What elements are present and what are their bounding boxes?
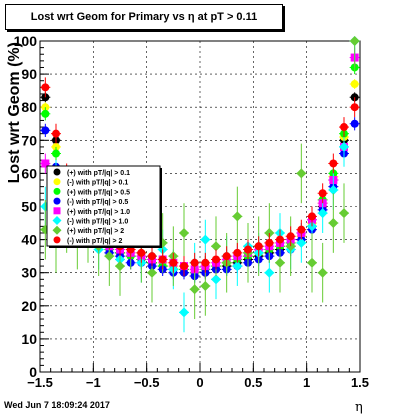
- y-tick-label: 100: [14, 33, 38, 49]
- data-point: [147, 267, 157, 278]
- data-point: [41, 83, 50, 92]
- legend-marker: [53, 168, 61, 176]
- legend-shadow: [49, 246, 162, 248]
- data-point: [244, 245, 252, 254]
- data-point: [41, 109, 50, 118]
- data-point: [200, 280, 211, 291]
- data-point: [317, 267, 328, 278]
- legend-marker: [53, 236, 61, 244]
- data-point: [276, 235, 284, 244]
- data-point: [254, 242, 263, 251]
- legend-label: (+) with pT/|q| > 1.0: [67, 209, 130, 216]
- data-point: [328, 184, 339, 195]
- data-point: [212, 255, 220, 264]
- x-tick-label: −1.5: [27, 375, 53, 390]
- data-point: [340, 123, 348, 132]
- data-point: [200, 234, 211, 245]
- data-point: [211, 274, 221, 285]
- data-point: [318, 189, 327, 198]
- y-tick-label: 90: [21, 66, 37, 82]
- data-point: [169, 258, 178, 267]
- timestamp: Wed Jun 7 18:09:24 2017: [4, 400, 110, 410]
- data-point: [104, 251, 115, 262]
- legend-label: (+) with pT/|q| > 2: [67, 228, 124, 235]
- y-tick-label: 70: [21, 132, 37, 148]
- data-point: [190, 258, 199, 267]
- legend-label: (-) with pT/|q| > 0.1: [67, 180, 128, 187]
- data-point: [264, 267, 275, 278]
- data-point: [189, 284, 200, 295]
- data-point: [201, 258, 210, 267]
- x-tick-label: 1.5: [351, 375, 369, 390]
- data-point: [211, 241, 221, 252]
- data-point: [350, 119, 359, 128]
- tick-labels: −1.5 −1 −0.5 0 0.5 1 1.5 0 10 20 30 40 50 60 70 80 90 100: [14, 33, 369, 390]
- y-axis-label: Lost wrt Geom (%): [6, 42, 23, 183]
- data-point: [180, 262, 188, 271]
- data-point: [349, 36, 360, 46]
- data-point: [137, 248, 146, 257]
- y-tick-label: 60: [21, 165, 37, 181]
- legend-box: [46, 165, 161, 247]
- y-tick-label: 80: [21, 99, 37, 115]
- data-point: [328, 218, 339, 229]
- x-axis-label: η: [355, 400, 363, 414]
- chart-title: Lost wrt Geom for Primary vs η at pT > 0…: [5, 4, 283, 30]
- data-point: [307, 257, 317, 268]
- data-point: [286, 232, 295, 241]
- y-tick-label: 30: [21, 265, 37, 281]
- data-point: [350, 80, 359, 89]
- x-tick-label: 0: [196, 375, 203, 390]
- legend-shadow: [160, 168, 162, 248]
- legend-marker: [53, 207, 61, 215]
- data-point: [115, 261, 125, 272]
- data-point: [339, 141, 349, 152]
- data-point: [158, 255, 167, 264]
- data-point: [41, 159, 50, 168]
- y-tick-label: 20: [21, 298, 37, 314]
- data-point: [232, 211, 243, 222]
- data-point: [232, 261, 243, 272]
- legend-label: (+) with pT/|q| > 0.5: [67, 189, 130, 196]
- data-point: [317, 208, 328, 219]
- x-tick-label: −0.5: [134, 375, 160, 390]
- legend-marker: [53, 197, 61, 205]
- legend-marker: [52, 225, 62, 235]
- y-tick-label: 10: [21, 331, 37, 347]
- grid-lines: [40, 41, 360, 372]
- data-point: [296, 237, 307, 248]
- data-point: [233, 248, 242, 257]
- legend-marker: [53, 178, 61, 186]
- x-tick-label: 1: [303, 375, 310, 390]
- data-point: [329, 159, 338, 168]
- data-point: [308, 212, 316, 221]
- legend-label: (-) with pT/|q| > 2: [67, 238, 123, 245]
- data-point: [265, 238, 274, 247]
- legend-label: (-) with pT/|q| > 1.0: [67, 219, 128, 226]
- data-point: [179, 307, 189, 318]
- data-point: [148, 252, 156, 261]
- legend-marker: [53, 187, 61, 195]
- x-tick-label: 0.5: [244, 375, 262, 390]
- legend-label: (-) with pT/|q| > 0.5: [67, 199, 128, 206]
- y-tick-label: 50: [21, 199, 37, 215]
- data-point: [275, 257, 285, 268]
- data-point: [339, 208, 349, 219]
- data-point: [41, 126, 50, 135]
- legend: (+) with pT/|q| > 0.1 (-) with pT/|q| > 0…: [46, 165, 162, 248]
- data-point: [222, 252, 231, 261]
- x-tick-label: −1: [86, 375, 101, 390]
- data-point: [297, 225, 306, 234]
- legend-label: (+) with pT/|q| > 0.1: [67, 170, 130, 177]
- data-point: [296, 168, 307, 179]
- data-point: [52, 149, 60, 158]
- y-tick-label: 40: [21, 232, 37, 248]
- data-point: [179, 227, 189, 238]
- legend-marker: [52, 216, 62, 225]
- y-tick-label: 0: [29, 364, 37, 380]
- data-point: [350, 103, 359, 112]
- data-point: [52, 129, 60, 138]
